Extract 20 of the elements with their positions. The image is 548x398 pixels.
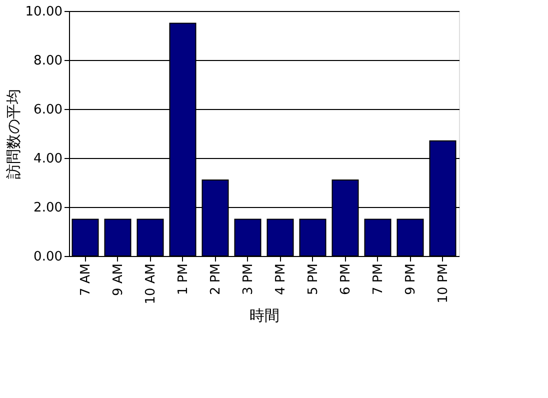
x-axis-title: 時間 <box>250 306 280 324</box>
x-tick-label: 10 PM <box>436 264 451 304</box>
x-tick-label: 9 AM <box>110 264 126 296</box>
y-tick-label: 4.00 <box>34 152 62 166</box>
x-tick-label: 9 PM <box>403 264 418 295</box>
y-tick-label: 6.00 <box>34 102 62 118</box>
y-axis-title: 訪問数の平均 <box>4 89 22 179</box>
y-tick-label: 8.00 <box>34 54 62 68</box>
x-tick-label: 7 AM <box>78 264 94 296</box>
x-tick-label: 2 PM <box>208 264 224 295</box>
x-tick-label: 6 PM <box>338 264 354 295</box>
x-tick-label: 5 PM <box>306 264 321 295</box>
y-tick-label: 0.00 <box>34 250 62 264</box>
x-tick-label: 3 PM <box>240 264 256 295</box>
x-tick-label: 7 PM <box>370 264 386 295</box>
y-tick-label: 10.00 <box>25 4 62 20</box>
y-tick-label: 2.00 <box>34 200 62 216</box>
x-tick-label: 1 PM <box>176 264 191 295</box>
x-tick-label: 4 PM <box>273 264 288 295</box>
x-tick-label: 10 AM <box>143 264 158 304</box>
